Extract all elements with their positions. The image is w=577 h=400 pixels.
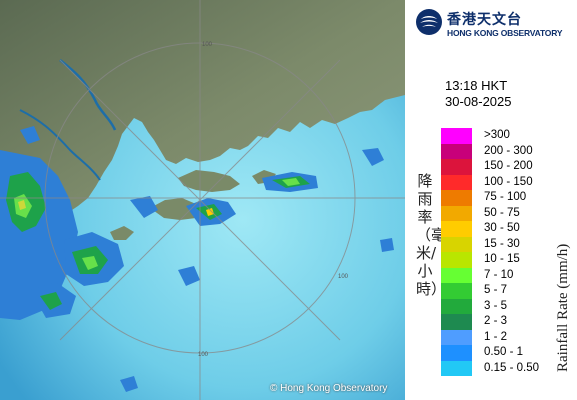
legend-label: 30 - 50: [484, 222, 520, 234]
legend-row: 50 - 75: [441, 205, 561, 221]
legend-label: 200 - 300: [484, 144, 533, 157]
legend-swatch: [441, 236, 472, 252]
legend-swatch: [441, 174, 472, 190]
legend-swatch: [441, 283, 472, 299]
logo-chinese-text: 香港天文台: [447, 12, 522, 28]
legend-row: 200 - 300: [441, 143, 561, 159]
observation-date: 30-08-2025: [445, 94, 512, 109]
legend-swatch: [441, 360, 472, 376]
legend-swatch: [441, 190, 472, 206]
observation-time: 13:18 HKT: [445, 78, 508, 93]
legend-label: 7 - 10: [484, 268, 514, 281]
rainfall-legend: >300 200 - 300 150 - 200 100 - 150 75 - 100 5…: [441, 128, 561, 376]
legend-label: 10 - 15: [484, 253, 520, 265]
legend-label: 50 - 75: [484, 206, 520, 219]
legend-row: 0.50 - 1: [441, 345, 561, 361]
legend-row: 75 - 100: [441, 190, 561, 206]
copyright-text: © Hong Kong Observatory: [270, 383, 388, 394]
legend-swatch: [441, 267, 472, 283]
legend-swatch: [441, 298, 472, 314]
legend-swatch: [441, 252, 472, 268]
mainland-landmass: [0, 0, 405, 246]
river: [19, 109, 101, 181]
island: [150, 198, 204, 220]
legend-swatch: [441, 205, 472, 221]
legend-row: 30 - 50: [441, 221, 561, 237]
legend-row: 0.15 - 0.50: [441, 360, 561, 376]
legend-label: 1 - 2: [484, 330, 508, 343]
legend-swatch: [441, 159, 472, 175]
legend-swatch: [441, 143, 472, 159]
legend-row: >300: [441, 128, 561, 144]
legend-label: 100 - 150: [484, 175, 533, 188]
hko-logo-icon: [416, 9, 442, 35]
legend-label: 5 - 7: [484, 284, 508, 296]
legend-row: 100 - 150: [441, 174, 561, 190]
island: [110, 226, 134, 240]
legend-label: 2 - 3: [484, 315, 508, 327]
legend-label: 150 - 200: [484, 160, 533, 172]
range-ring-label: 100: [338, 274, 349, 280]
range-ring-label: 100: [198, 352, 209, 358]
hko-logo: 香港天文台 HONG KONG OBSERVATORY: [413, 6, 577, 42]
legend-row: 150 - 200: [441, 159, 561, 175]
logo-english-text: HONG KONG OBSERVATORY: [447, 28, 563, 38]
radar-map-svg: 100 100 100: [0, 0, 405, 400]
legend-swatch: [441, 314, 472, 330]
legend-label: >300: [484, 129, 510, 141]
legend-row: 15 - 30: [441, 236, 561, 252]
legend-swatch: [441, 345, 472, 361]
legend-label: 0.50 - 1: [484, 346, 523, 358]
radar-map: 100 100 100 © Hong Kong Observatory: [0, 0, 405, 400]
rain-echoes: [0, 126, 394, 392]
legend-row: 7 - 10: [441, 267, 561, 283]
river: [59, 59, 117, 131]
legend-row: 2 - 3: [441, 314, 561, 330]
legend-row: 3 - 5: [441, 298, 561, 314]
legend-label: 15 - 30: [484, 237, 520, 250]
range-ring-label: 100: [202, 42, 213, 48]
legend-title-chinese: 降雨率（毫米/小時）: [416, 172, 447, 298]
legend-swatch: [441, 329, 472, 345]
legend-label: 75 - 100: [484, 191, 527, 203]
range-rings: [0, 0, 405, 400]
legend-row: 10 - 15: [441, 252, 561, 268]
legend-row: 1 - 2: [441, 329, 561, 345]
info-panel: 香港天文台 HONG KONG OBSERVATORY 13:18 HKT 30…: [405, 0, 577, 400]
legend-swatch: [441, 128, 472, 144]
legend-row: 5 - 7: [441, 283, 561, 299]
legend-label: 3 - 5: [484, 299, 508, 312]
legend-label: 0.15 - 0.50: [484, 361, 539, 374]
legend-swatch: [441, 221, 472, 237]
